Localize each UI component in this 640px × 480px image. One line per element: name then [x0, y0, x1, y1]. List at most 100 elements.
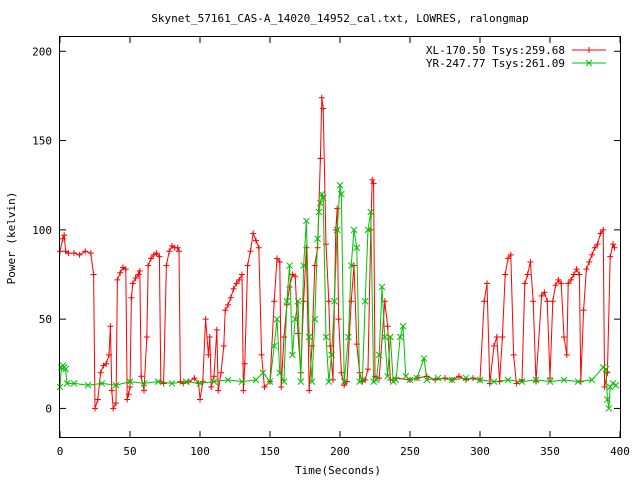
- data-point: [220, 342, 227, 349]
- data-point: [392, 376, 400, 384]
- x-tick-label: 150: [260, 445, 280, 458]
- data-point: [148, 255, 154, 262]
- data-point: [110, 405, 117, 412]
- data-point: [319, 194, 327, 202]
- data-point: [510, 351, 517, 358]
- data-point: [605, 405, 613, 412]
- data-point: [612, 381, 620, 389]
- data-point: [294, 297, 302, 305]
- chart-title: Skynet_57161_CAS-A_14020_14952_cal.txt, …: [151, 12, 529, 25]
- data-point: [280, 378, 288, 385]
- x-tick-label: 300: [470, 445, 490, 458]
- data-point: [71, 250, 77, 257]
- data-point: [129, 280, 136, 287]
- data-point: [476, 376, 484, 384]
- data-point: [560, 376, 568, 384]
- x-tick-label: 350: [540, 445, 560, 458]
- y-tick-label: 150: [32, 135, 52, 148]
- data-point: [145, 262, 152, 269]
- data-point: [351, 262, 357, 269]
- data-point: [563, 351, 570, 358]
- y-tick-label: 200: [32, 45, 52, 58]
- data-point: [211, 373, 217, 380]
- data-point: [565, 280, 572, 287]
- data-point: [600, 226, 607, 233]
- data-point: [336, 181, 344, 189]
- data-point: [583, 266, 590, 273]
- data-point: [98, 380, 106, 387]
- data-point: [122, 266, 129, 273]
- y-axis-label: Power (kelvin): [5, 192, 18, 285]
- data-point: [549, 298, 556, 305]
- data-point: [117, 269, 124, 276]
- data-point: [588, 376, 596, 384]
- data-point: [502, 271, 509, 278]
- data-point: [107, 323, 114, 330]
- data-point: [456, 373, 462, 380]
- plot-series: [56, 94, 620, 412]
- data-point: [222, 307, 229, 314]
- data-point: [606, 383, 614, 391]
- data-point: [507, 251, 514, 258]
- data-point: [92, 405, 98, 412]
- data-point: [568, 276, 574, 283]
- data-point: [359, 376, 366, 384]
- data-point: [365, 366, 371, 373]
- data-point: [230, 285, 237, 292]
- data-point: [367, 208, 375, 216]
- data-point: [558, 280, 565, 287]
- data-point: [276, 369, 284, 377]
- data-point: [361, 297, 369, 305]
- data-point: [59, 235, 66, 242]
- data-point: [499, 334, 506, 340]
- data-point: [153, 250, 160, 257]
- x-tick-label: 400: [610, 445, 630, 458]
- data-point: [160, 380, 167, 387]
- data-point: [413, 374, 421, 382]
- data-point: [338, 369, 345, 376]
- data-point: [62, 365, 69, 373]
- data-point: [206, 334, 213, 340]
- data-point: [199, 378, 206, 385]
- data-point: [530, 298, 537, 305]
- data-point: [238, 378, 246, 385]
- data-point: [126, 378, 134, 385]
- data-point: [292, 273, 299, 280]
- data-point: [289, 351, 296, 359]
- series-xl: [57, 94, 618, 412]
- data-point: [132, 275, 139, 282]
- data-point: [143, 334, 150, 340]
- data-point: [103, 360, 110, 367]
- data-point: [538, 292, 545, 299]
- data-point: [552, 282, 559, 289]
- data-point: [215, 387, 222, 394]
- data-point: [505, 255, 511, 262]
- data-point: [420, 355, 428, 362]
- data-point: [136, 267, 143, 274]
- data-point: [369, 176, 376, 183]
- data-point: [180, 380, 187, 387]
- data-point: [325, 378, 333, 385]
- data-point: [610, 241, 616, 248]
- data-point: [314, 235, 321, 243]
- data-point: [208, 384, 215, 390]
- data-point: [604, 396, 611, 403]
- data-point: [196, 380, 204, 387]
- data-point: [602, 365, 610, 373]
- data-point: [353, 244, 361, 252]
- data-point: [224, 376, 232, 384]
- data-point: [127, 384, 133, 390]
- data-point: [82, 248, 89, 255]
- data-point: [291, 315, 299, 323]
- data-point: [255, 244, 262, 251]
- y-tick-label: 100: [32, 224, 52, 237]
- data-point: [611, 244, 618, 251]
- data-point: [156, 253, 163, 260]
- data-point: [306, 387, 313, 394]
- data-point: [315, 208, 323, 216]
- data-point: [586, 259, 593, 265]
- data-point: [225, 301, 231, 308]
- data-point: [283, 297, 291, 305]
- data-point: [344, 378, 350, 385]
